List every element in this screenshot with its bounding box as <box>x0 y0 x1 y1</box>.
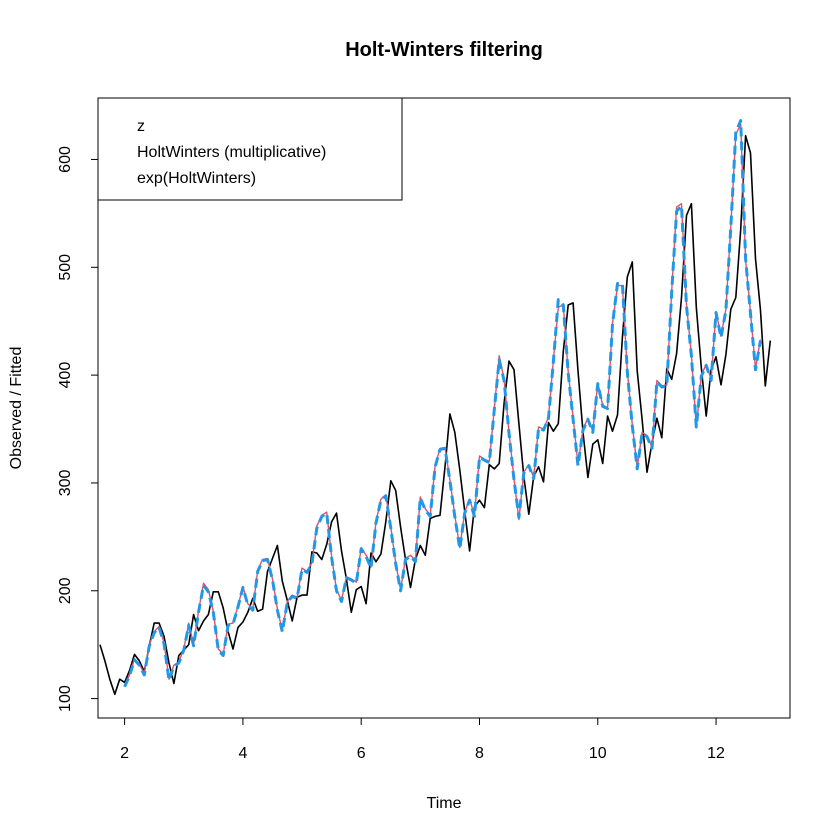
legend: z HoltWinters (multiplicative) exp(HoltW… <box>97 97 403 201</box>
legend-item-exp-holtwinters: exp(HoltWinters) <box>137 170 256 187</box>
series-observed-line <box>99 134 772 696</box>
series-exp-holtwinters-line <box>123 119 762 688</box>
y-axis-label: Observed / Fitted <box>8 347 25 470</box>
x-tick-label: 6 <box>357 745 366 762</box>
x-tick-label: 2 <box>120 745 129 762</box>
y-tick-label: 600 <box>57 146 74 173</box>
y-axis: 100 200 300 400 500 600 <box>57 146 99 712</box>
x-axis-label: Time <box>427 795 462 812</box>
series-holtwinters-line <box>123 123 762 686</box>
x-tick-label: 12 <box>707 745 725 762</box>
series-layer <box>99 119 772 696</box>
y-tick-label: 500 <box>57 254 74 281</box>
x-tick-label: 4 <box>238 745 247 762</box>
legend-item-z: z <box>137 118 145 135</box>
y-tick-label: 100 <box>57 685 74 712</box>
x-axis: 2 4 6 8 10 12 <box>120 717 725 762</box>
x-tick-label: 10 <box>589 745 607 762</box>
legend-box <box>97 97 403 201</box>
y-tick-label: 300 <box>57 469 74 496</box>
legend-item-holtwinters: HoltWinters (multiplicative) <box>137 144 326 161</box>
y-tick-label: 400 <box>57 362 74 389</box>
x-tick-label: 8 <box>475 745 484 762</box>
y-tick-label: 200 <box>57 577 74 604</box>
chart-title: Holt-Winters filtering <box>345 39 543 61</box>
